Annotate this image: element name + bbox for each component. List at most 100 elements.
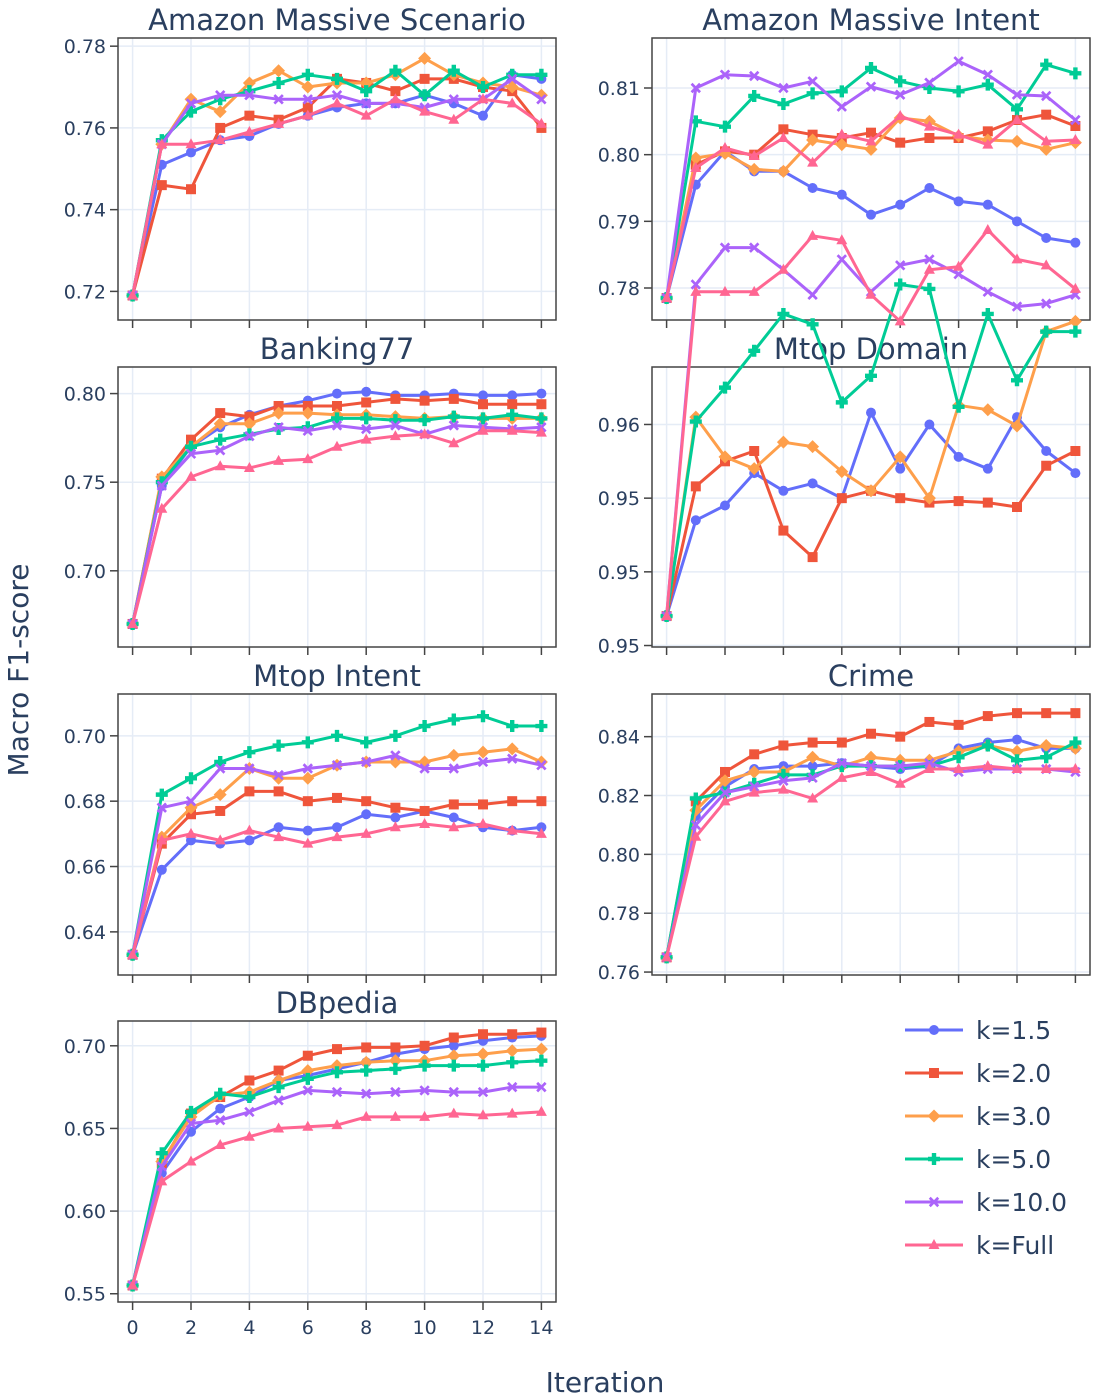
- data-point: [835, 396, 848, 409]
- data-point: [478, 799, 488, 810]
- panel-title: DBpedia: [276, 986, 399, 1020]
- y-tick-label: 0.80: [598, 145, 640, 167]
- series-k-full: [127, 93, 547, 300]
- data-point: [477, 1059, 489, 1072]
- data-point: [390, 1086, 401, 1098]
- data-point: [360, 827, 372, 838]
- data-point: [244, 1075, 255, 1086]
- data-point: [982, 223, 994, 234]
- data-point: [866, 728, 876, 739]
- data-point: [214, 93, 227, 106]
- data-point: [273, 769, 284, 781]
- legend-item-k-5-0[interactable]: k=5.0: [905, 1145, 1051, 1174]
- data-point: [806, 750, 820, 764]
- data-point: [360, 85, 373, 98]
- legend-item-k-10-0[interactable]: k=10.0: [905, 1188, 1067, 1217]
- data-point: [506, 1056, 519, 1069]
- data-point: [448, 1040, 459, 1051]
- data-point: [748, 786, 760, 797]
- data-point: [244, 835, 255, 846]
- data-point: [243, 462, 255, 473]
- data-point: [302, 400, 313, 411]
- data-point: [952, 400, 965, 413]
- series-line: [131, 97, 543, 296]
- data-point: [332, 1044, 342, 1055]
- data-point: [535, 426, 547, 437]
- data-point: [186, 809, 196, 820]
- data-point: [389, 821, 401, 832]
- data-point: [864, 142, 878, 156]
- x-tick-label: 0: [127, 1317, 139, 1339]
- data-point: [389, 64, 402, 77]
- data-point: [924, 419, 935, 430]
- data-point: [301, 406, 315, 420]
- data-point: [302, 825, 313, 836]
- data-point: [689, 415, 702, 428]
- data-point: [1040, 751, 1053, 764]
- data-point: [331, 760, 343, 771]
- data-point: [447, 1049, 461, 1063]
- data-point: [506, 720, 519, 733]
- data-point: [419, 763, 430, 774]
- data-point: [835, 138, 849, 152]
- panel-title: Mtop Domain: [774, 332, 968, 366]
- data-point: [924, 716, 935, 727]
- data-point: [359, 76, 373, 90]
- data-point: [1011, 253, 1023, 264]
- data-point: [302, 109, 314, 120]
- y-tick-label: 0.64: [64, 922, 106, 944]
- data-point: [359, 1055, 373, 1069]
- data-point: [1012, 502, 1022, 512]
- data-point: [778, 485, 789, 496]
- data-point: [690, 162, 702, 172]
- data-point: [301, 421, 314, 434]
- data-point: [865, 369, 877, 382]
- data-point: [448, 1086, 459, 1098]
- data-point: [806, 768, 819, 781]
- legend-item-k-full[interactable]: k=Full: [905, 1231, 1054, 1260]
- data-point: [748, 777, 761, 790]
- data-point: [895, 199, 906, 210]
- data-point: [332, 400, 342, 411]
- data-point: [1069, 763, 1081, 774]
- data-point: [536, 760, 547, 771]
- data-point: [719, 142, 731, 152]
- data-point: [389, 414, 402, 427]
- data-point: [418, 51, 432, 65]
- data-point: [535, 117, 547, 128]
- data-point: [895, 493, 906, 504]
- legend-item-k-2-0[interactable]: k=2.0: [905, 1059, 1051, 1088]
- data-point: [718, 774, 732, 788]
- data-point: [448, 1032, 459, 1043]
- plot-frame: [651, 366, 1091, 648]
- y-tick-label: 0.72: [64, 281, 106, 303]
- data-point: [127, 617, 139, 628]
- data-point: [244, 90, 255, 101]
- data-point: [952, 751, 965, 764]
- data-point: [302, 425, 313, 436]
- data-point: [507, 73, 518, 85]
- data-point: [243, 1130, 255, 1141]
- data-point: [302, 102, 313, 113]
- data-point: [807, 792, 819, 803]
- data-point: [924, 133, 935, 143]
- data-point: [1039, 738, 1053, 752]
- legend-item-k-3-0[interactable]: k=3.0: [905, 1102, 1051, 1131]
- data-point: [419, 73, 430, 84]
- legend-item-k-1-5[interactable]: k=1.5: [905, 1016, 1051, 1045]
- data-point: [215, 1103, 226, 1114]
- data-point: [894, 777, 906, 788]
- data-point: [720, 500, 730, 511]
- data-point: [418, 89, 431, 102]
- series-k-5-0: [660, 278, 1082, 623]
- data-point: [361, 1088, 372, 1099]
- data-point: [749, 446, 760, 456]
- data-point: [331, 1119, 343, 1130]
- data-point: [807, 772, 818, 784]
- data-point: [749, 70, 760, 82]
- data-point: [156, 802, 167, 813]
- data-point: [1040, 58, 1053, 71]
- data-point: [185, 1105, 197, 1118]
- data-point: [536, 399, 547, 410]
